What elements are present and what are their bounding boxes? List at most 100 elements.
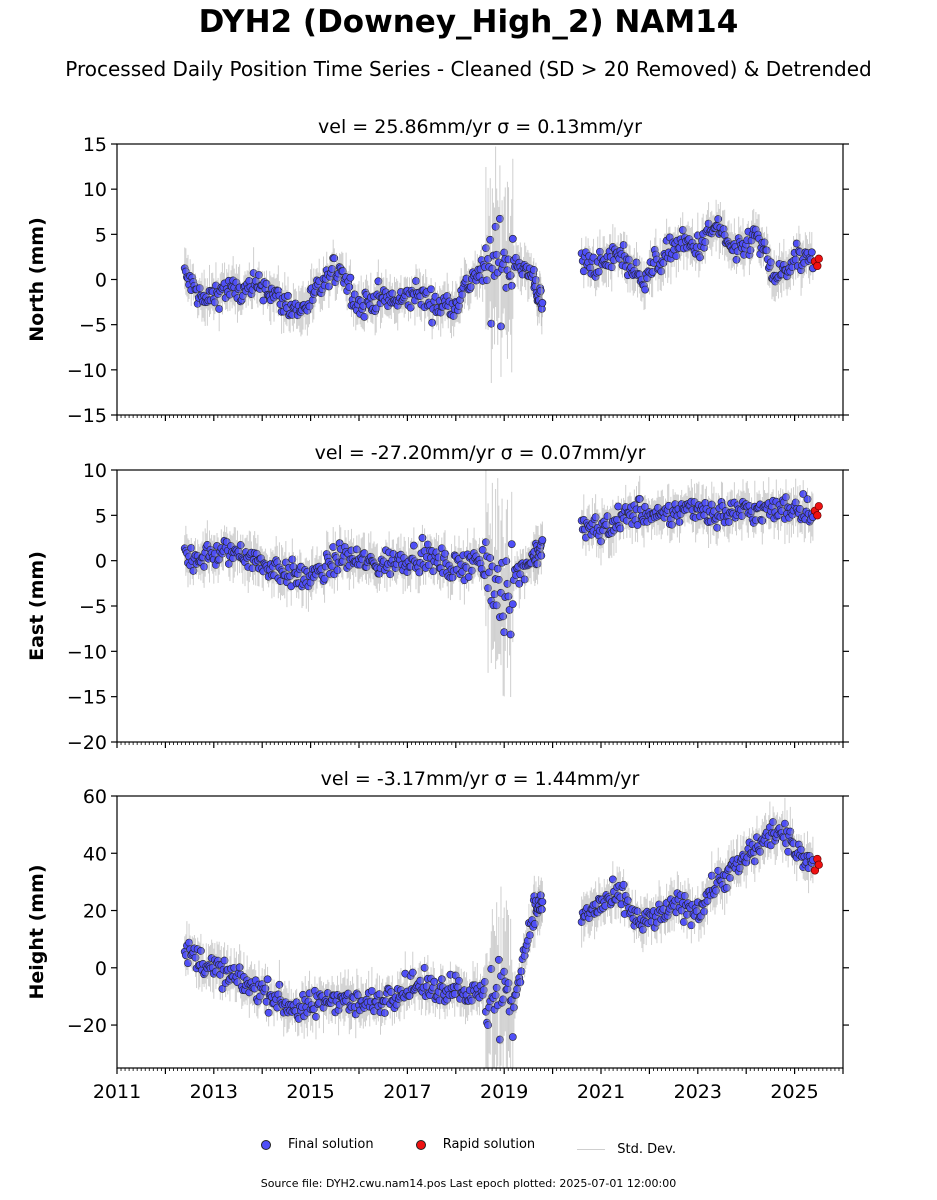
rapid-solution-point bbox=[814, 502, 823, 511]
y-tick-label: −10 bbox=[67, 641, 107, 663]
x-tick-label: 2021 bbox=[577, 1081, 625, 1103]
final-solution-point bbox=[507, 281, 516, 290]
final-solution-point bbox=[200, 562, 209, 571]
final-solution-point bbox=[616, 524, 625, 533]
final-solution-point bbox=[614, 502, 623, 511]
final-solution-point bbox=[807, 248, 816, 257]
final-solution-point bbox=[508, 1033, 517, 1041]
figure-title: DYH2 (Downey_High_2) NAM14 bbox=[198, 4, 739, 40]
final-solution-point bbox=[345, 283, 354, 291]
final-solution-point bbox=[508, 600, 517, 609]
legend: Final solution Rapid solution Std. Dev. bbox=[0, 1137, 937, 1157]
rapid-solution-marker-icon bbox=[415, 1139, 426, 1150]
legend-label-rapid: Rapid solution bbox=[442, 1137, 536, 1152]
x-tick-label: 2013 bbox=[190, 1081, 238, 1103]
final-solution-point bbox=[797, 845, 805, 854]
rapid-solution-point bbox=[814, 254, 823, 263]
source-footer: Source file: DYH2.cwu.nam14.pos Last epo… bbox=[260, 1177, 677, 1190]
y-tick-label: 5 bbox=[95, 505, 107, 527]
rapid-solution-point bbox=[814, 860, 823, 869]
final-solution-point bbox=[538, 897, 547, 906]
final-solution-point bbox=[537, 905, 546, 914]
final-solution-point bbox=[594, 267, 603, 276]
final-solution-point bbox=[507, 540, 516, 549]
final-solution-point bbox=[478, 546, 487, 554]
x-tick-label: 2023 bbox=[674, 1081, 722, 1103]
final-solution-point bbox=[288, 555, 297, 564]
y-tick-label: 0 bbox=[95, 958, 107, 980]
final-solution-point bbox=[487, 319, 496, 328]
legend-label-std: Std. Dev. bbox=[617, 1141, 676, 1157]
final-solution-point bbox=[520, 575, 529, 584]
final-solution-point bbox=[536, 286, 545, 295]
final-solution-point bbox=[428, 318, 437, 327]
final-solution-point bbox=[517, 967, 526, 976]
y-tick-label: −20 bbox=[67, 732, 107, 754]
final-solution-point bbox=[675, 518, 684, 526]
final-solution-point bbox=[538, 536, 547, 544]
y-tick-label: −15 bbox=[67, 687, 107, 709]
panel-title: vel = -27.20mm/yr σ = 0.07mm/yr bbox=[315, 442, 646, 464]
x-tick-label: 2019 bbox=[480, 1081, 528, 1103]
final-solution-point bbox=[579, 267, 588, 276]
y-tick-label: 15 bbox=[83, 134, 107, 156]
std-dev-line-icon bbox=[577, 1148, 606, 1150]
final-solution-point bbox=[466, 283, 475, 291]
y-axis-label: Height (mm) bbox=[26, 864, 48, 999]
y-tick-label: 0 bbox=[95, 551, 107, 573]
y-tick-label: 20 bbox=[83, 901, 107, 923]
y-tick-label: 60 bbox=[83, 786, 107, 808]
final-solution-point bbox=[537, 551, 546, 560]
final-solution-point bbox=[619, 241, 628, 249]
final-solution-marker-icon bbox=[260, 1139, 271, 1150]
final-solution-point bbox=[497, 322, 505, 331]
final-solution-point bbox=[380, 1009, 389, 1017]
final-solution-point bbox=[707, 871, 716, 880]
final-solution-point bbox=[633, 521, 642, 529]
final-solution-point bbox=[536, 891, 545, 900]
final-solution-point bbox=[538, 299, 547, 307]
final-solution-point bbox=[493, 564, 502, 573]
rapid-solution-point bbox=[810, 866, 820, 875]
y-tick-label: −20 bbox=[67, 1015, 107, 1037]
final-solution-point bbox=[430, 977, 439, 986]
final-solution-point bbox=[263, 975, 272, 984]
y-tick-label: 40 bbox=[83, 843, 107, 865]
legend-item-final: Final solution bbox=[260, 1137, 374, 1152]
final-solution-point bbox=[508, 234, 517, 243]
x-tick-label: 2015 bbox=[286, 1081, 334, 1103]
final-solution-point bbox=[750, 857, 759, 866]
legend-item-std: Std. Dev. bbox=[577, 1142, 676, 1157]
y-tick-label: −5 bbox=[79, 315, 107, 337]
rapid-solution-point bbox=[813, 511, 822, 520]
y-axis-label: East (mm) bbox=[26, 551, 48, 661]
final-solution-point bbox=[187, 544, 196, 552]
plot-frame bbox=[116, 795, 844, 1069]
legend-item-rapid: Rapid solution bbox=[415, 1137, 536, 1152]
y-axis-label: North (mm) bbox=[26, 217, 48, 342]
panel-title: vel = -3.17mm/yr σ = 1.44mm/yr bbox=[321, 768, 640, 790]
final-solution-point bbox=[713, 523, 722, 532]
final-solution-point bbox=[441, 549, 449, 558]
final-solution-point bbox=[799, 490, 808, 498]
y-tick-label: 5 bbox=[95, 224, 107, 246]
final-solution-point bbox=[500, 628, 509, 637]
final-solution-point bbox=[516, 978, 525, 987]
x-tick-label: 2025 bbox=[770, 1081, 818, 1103]
final-solution-point bbox=[803, 495, 812, 504]
final-solution-point bbox=[215, 305, 224, 313]
x-tick-label: 2011 bbox=[93, 1081, 141, 1103]
y-tick-label: 10 bbox=[83, 460, 107, 482]
final-solution-point bbox=[725, 518, 733, 526]
y-tick-label: −15 bbox=[67, 405, 107, 427]
panel-title: vel = 25.86mm/yr σ = 0.13mm/yr bbox=[318, 116, 642, 138]
rapid-solution-point bbox=[813, 261, 822, 271]
final-solution-point bbox=[346, 273, 355, 282]
y-tick-label: 0 bbox=[95, 270, 107, 292]
x-tick-label: 2017 bbox=[383, 1081, 431, 1103]
y-tick-label: −5 bbox=[79, 596, 107, 618]
final-solution-point bbox=[526, 931, 534, 940]
final-solution-point bbox=[264, 1008, 273, 1017]
y-tick-label: 10 bbox=[83, 179, 107, 201]
